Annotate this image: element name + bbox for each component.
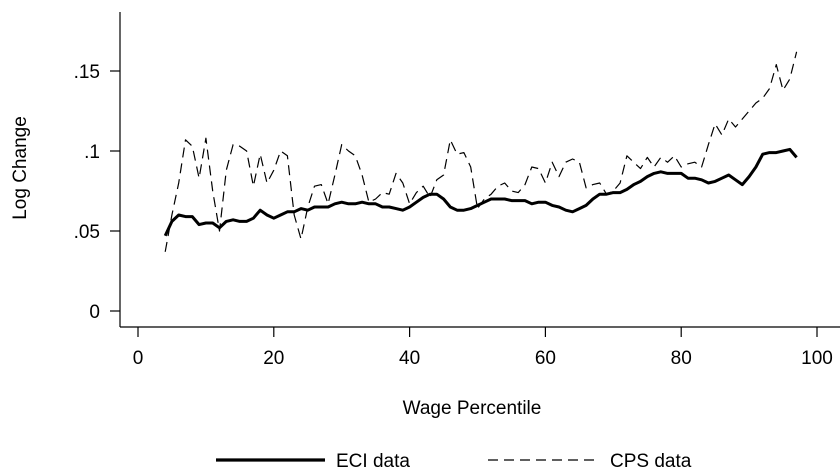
legend-eci-label: ECI data [336, 451, 410, 471]
x-tick-label-80: 80 [671, 348, 692, 369]
y-tick-label-0: 0 [89, 302, 100, 323]
plot-area [163, 51, 798, 252]
y-tick-label-1: .05 [74, 222, 100, 243]
x-axis: 0 20 40 60 80 100 [120, 326, 840, 369]
x-tick-label-100: 100 [801, 348, 833, 369]
x-tick-label-60: 60 [535, 348, 556, 369]
x-axis-title: Wage Percentile [403, 398, 542, 419]
y-tick-label-2: .1 [84, 142, 100, 163]
legend: ECI data CPS data [216, 451, 692, 471]
y-axis-title: Log Change [10, 116, 31, 220]
series-line-eci [163, 147, 798, 237]
y-axis: 0 .05 .1 .15 [74, 12, 121, 327]
x-tick-label-20: 20 [263, 348, 284, 369]
legend-cps-label: CPS data [610, 451, 692, 471]
x-tick-label-0: 0 [133, 348, 144, 369]
series-line-cps [164, 51, 798, 252]
x-tick-label-40: 40 [399, 348, 420, 369]
y-tick-label-3: .15 [74, 62, 100, 83]
